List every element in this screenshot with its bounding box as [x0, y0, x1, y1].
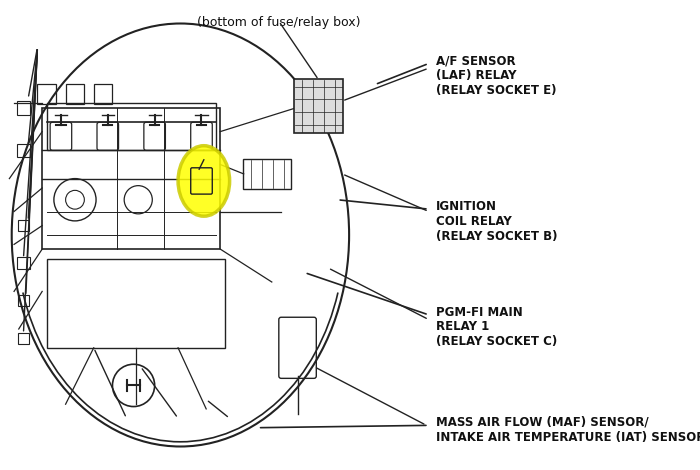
Text: (bottom of fuse/relay box): (bottom of fuse/relay box): [197, 16, 360, 30]
Ellipse shape: [178, 146, 230, 216]
Text: A/F SENSOR
(LAF) RELAY
(RELAY SOCKET E): A/F SENSOR (LAF) RELAY (RELAY SOCKET E): [436, 54, 556, 97]
Text: IGNITION
COIL RELAY
(RELAY SOCKET B): IGNITION COIL RELAY (RELAY SOCKET B): [436, 200, 557, 243]
FancyBboxPatch shape: [294, 79, 343, 133]
Text: MASS AIR FLOW (MAF) SENSOR/
INTAKE AIR TEMPERATURE (IAT) SENSOR: MASS AIR FLOW (MAF) SENSOR/ INTAKE AIR T…: [436, 416, 700, 444]
Text: PGM-FI MAIN
RELAY 1
(RELAY SOCKET C): PGM-FI MAIN RELAY 1 (RELAY SOCKET C): [436, 306, 557, 348]
